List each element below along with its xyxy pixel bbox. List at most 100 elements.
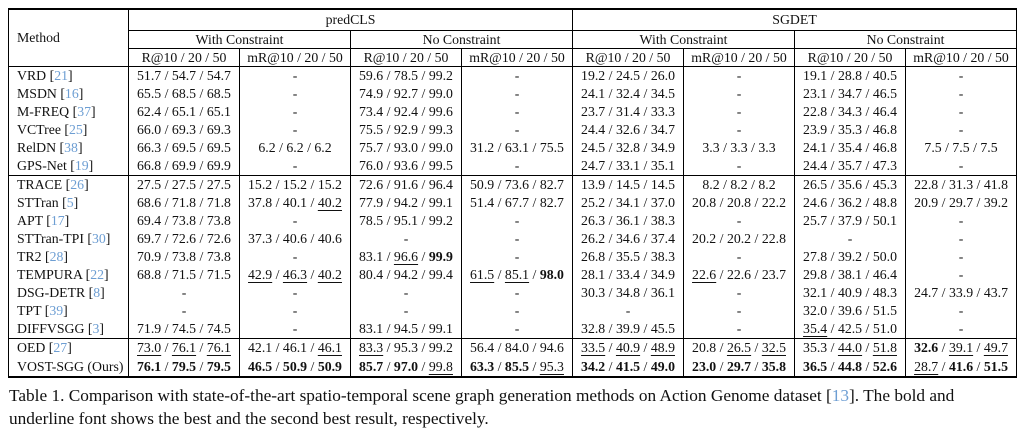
metric-value: 50.0	[872, 249, 897, 264]
metric-value: 31.3	[948, 177, 974, 192]
metric-value: 45.5	[650, 321, 675, 336]
metric-cell: -	[683, 302, 795, 320]
metric-value: 20.8	[692, 195, 717, 210]
metric-value: 40.5	[872, 68, 897, 83]
citation-link[interactable]: 30	[92, 231, 106, 246]
citation-link[interactable]: 26	[70, 177, 85, 192]
metric-cell: -	[683, 248, 795, 266]
metric-value: 68.8	[137, 267, 162, 282]
citation-link[interactable]: 39	[49, 303, 64, 318]
metric-cell: 24.1 / 32.4 / 34.5	[572, 85, 684, 103]
metric-value: 37.9	[837, 213, 863, 228]
metric-value: 15.2	[317, 177, 342, 192]
best-value: 76.1	[137, 358, 162, 374]
metric-value: 23.7	[581, 104, 606, 119]
metric-value: 24.7	[581, 158, 606, 173]
citation-link[interactable]: 5	[66, 195, 74, 210]
citation-link[interactable]: 28	[49, 249, 64, 264]
metric-value: 14.5	[650, 177, 675, 192]
metric-value: 27.5	[137, 177, 162, 192]
citation-link[interactable]: 38	[64, 140, 78, 155]
metric-value: 69.5	[206, 140, 231, 155]
metric-cell: 37.8 / 40.1 / 40.2	[239, 194, 351, 212]
citation-link[interactable]: 3	[92, 321, 100, 336]
second-best-value: 46.3	[282, 267, 308, 282]
metric-cell: -	[683, 66, 795, 85]
metric-value: 82.7	[539, 195, 564, 210]
metric-cell: 72.6 / 91.6 / 96.4	[350, 175, 462, 194]
citation-link[interactable]: 13	[831, 386, 850, 405]
metric-value: 28.8	[837, 68, 863, 83]
metric-cell: -	[239, 85, 351, 103]
metric-value: 3.3	[758, 140, 776, 155]
metric-value: 35.5	[615, 249, 641, 264]
metric-value: 23.1	[803, 86, 828, 101]
metric-value: 46.8	[872, 122, 897, 137]
metric-cell: 73.0 / 76.1 / 76.1	[128, 338, 240, 358]
citation-link[interactable]: 27	[53, 340, 68, 355]
citation-link[interactable]: 21	[54, 68, 68, 83]
table-row: DIFFVSGG [3] 71.9 / 74.5 / 74.5-83.1 / 94…	[9, 320, 1017, 339]
metric-value: 77.9	[359, 195, 384, 210]
best-value: 51.5	[983, 358, 1008, 374]
metric-cell: -	[905, 266, 1017, 284]
column-header-recall: R@10 / 20 / 50	[128, 48, 240, 67]
metric-value: 29.7	[948, 195, 974, 210]
citation-link[interactable]: 16	[64, 86, 79, 101]
metric-value: 13.9	[581, 177, 606, 192]
metric-cell: 23.7 / 31.4 / 33.3	[572, 103, 684, 121]
metric-value: 19.1	[803, 68, 828, 83]
metric-cell: -	[239, 212, 351, 230]
metric-value: 99.2	[428, 213, 453, 228]
metric-value: 71.5	[171, 267, 197, 282]
metric-cell: 42.9 / 46.3 / 40.2	[239, 266, 351, 284]
metric-value: 75.7	[359, 140, 384, 155]
metric-value: 74.9	[359, 86, 384, 101]
metric-cell: 22.6 / 22.6 / 23.7	[683, 266, 795, 284]
metric-cell: -	[239, 284, 351, 302]
metric-cell: 26.2 / 34.6 / 37.4	[572, 230, 684, 248]
citation-link[interactable]: 37	[77, 104, 91, 119]
metric-cell: 76.0 / 93.6 / 99.5	[350, 157, 462, 176]
column-header-sgdet: SGDET	[572, 9, 1017, 31]
metric-cell: 28.7 / 41.6 / 51.5	[905, 357, 1017, 377]
metric-cell: -	[239, 157, 351, 176]
metric-value: 15.2	[248, 177, 273, 192]
citation-link[interactable]: 17	[50, 213, 65, 228]
best-value: 36.5	[803, 358, 828, 374]
metric-value: 74.5	[171, 321, 197, 336]
second-best-value: 22.6	[692, 267, 717, 282]
metric-value: 26.2	[581, 231, 606, 246]
second-best-value: 46.1	[317, 340, 342, 355]
metric-value: 32.1	[803, 285, 828, 300]
metric-value: 99.1	[428, 321, 453, 336]
metric-value: 46.1	[282, 340, 308, 355]
metric-value: 80.4	[359, 267, 384, 282]
metric-cell: 13.9 / 14.5 / 14.5	[572, 175, 684, 194]
citation-link[interactable]: 8	[93, 285, 101, 300]
citation-link[interactable]: 19	[74, 158, 89, 173]
metric-value: 69.3	[206, 122, 231, 137]
method-cell: OED [27]	[17, 340, 72, 355]
metric-value: 99.5	[428, 158, 453, 173]
metric-value: 36.1	[650, 285, 675, 300]
metric-value: 6.2	[286, 140, 304, 155]
metric-value: 92.7	[393, 86, 419, 101]
citation-link[interactable]: 25	[69, 122, 83, 137]
metric-value: 35.1	[650, 158, 675, 173]
metric-cell: 35.4 / 42.5 / 51.0	[794, 320, 906, 339]
metric-cell: 69.7 / 72.6 / 72.6	[128, 230, 240, 248]
metric-value: 35.3	[803, 340, 828, 355]
metric-value: 24.4	[803, 158, 828, 173]
metric-value: 31.2	[470, 140, 495, 155]
second-best-value: 95.3	[539, 358, 564, 374]
metric-value: 34.1	[615, 195, 641, 210]
metric-value: 26.0	[650, 68, 675, 83]
metric-value: 66.0	[137, 122, 162, 137]
citation-link[interactable]: 22	[90, 267, 105, 282]
second-best-value: 76.1	[206, 340, 231, 355]
second-best-value: 40.2	[317, 195, 342, 210]
second-best-value: 33.5	[581, 340, 606, 355]
metric-value: 99.1	[428, 195, 453, 210]
